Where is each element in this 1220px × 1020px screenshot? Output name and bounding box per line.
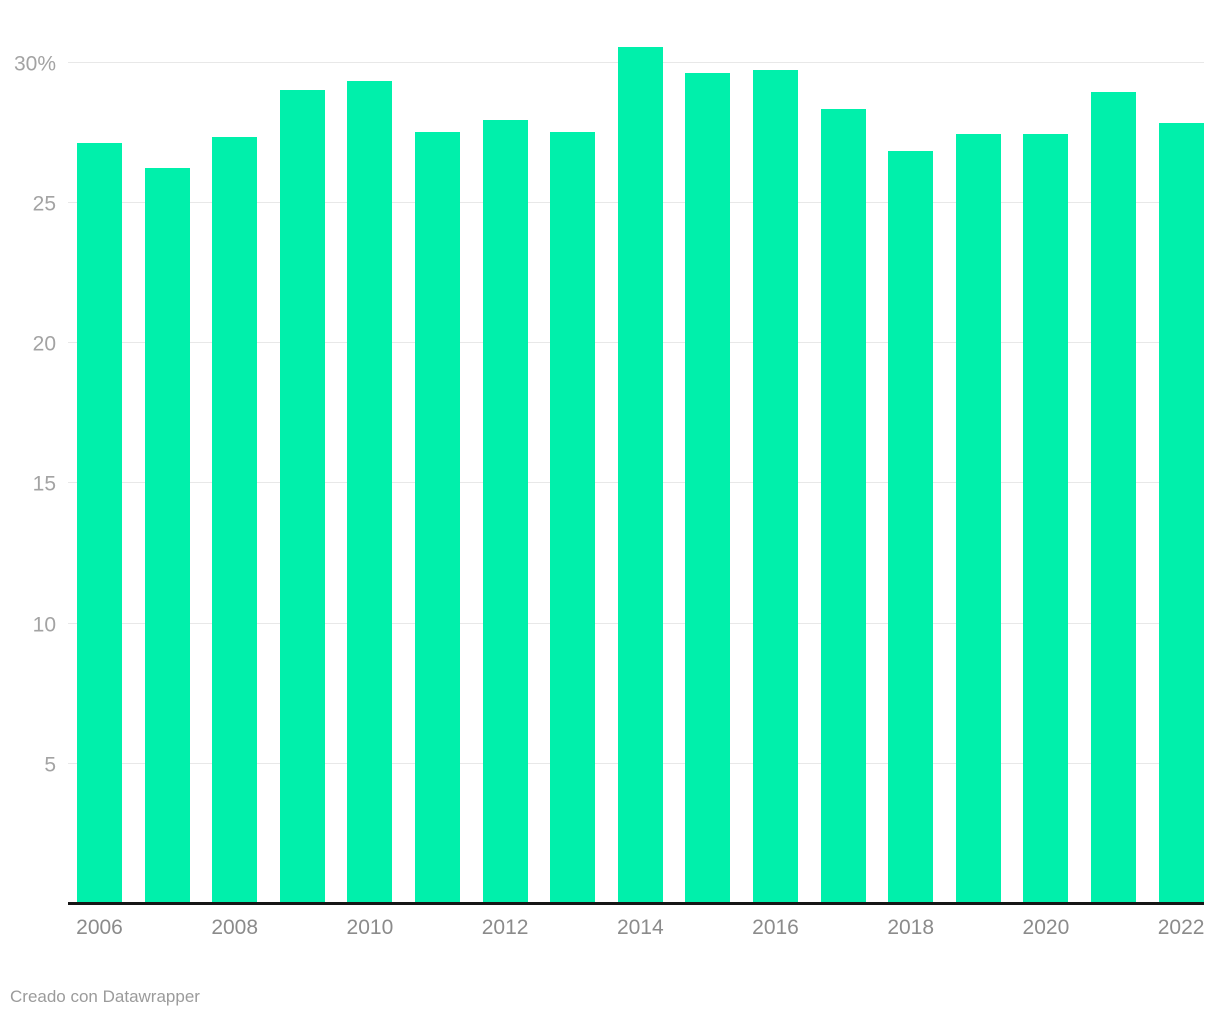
bar-2013	[550, 131, 596, 903]
bar-2006	[77, 142, 122, 903]
plot-area	[68, 47, 1204, 903]
bar-2014	[617, 47, 663, 903]
x-axis-tick-label-2010: 2010	[346, 916, 394, 939]
x-axis-tick-label-2006: 2006	[76, 916, 123, 939]
bar-2019	[955, 134, 1001, 903]
x-axis-tick-label-2014: 2014	[616, 916, 664, 939]
bar-2021	[1091, 92, 1136, 903]
y-axis-tick-label-25: 25	[32, 192, 56, 216]
y-axis-tick-label-10: 10	[32, 613, 56, 636]
x-axis-tick-label-2022: 2022	[1157, 916, 1205, 939]
x-axis-tick-label-2012: 2012	[481, 916, 529, 939]
x-axis-tick-label-2018: 2018	[887, 916, 935, 939]
x-axis-baseline	[68, 902, 1204, 905]
y-axis-tick-label-30: 30%	[13, 52, 56, 75]
y-axis-tick-label-5: 5	[44, 753, 56, 777]
bar-2007	[144, 168, 190, 903]
bar-2015	[685, 72, 731, 903]
bar-2018	[888, 151, 934, 903]
x-axis-tick-label-2008: 2008	[211, 916, 259, 939]
bar-2012	[482, 120, 528, 903]
x-axis-tick-label-2016: 2016	[752, 916, 799, 939]
y-axis-tick-label-15: 15	[32, 472, 56, 496]
bar-2020	[1023, 134, 1069, 903]
bar-2022	[1158, 123, 1204, 903]
y-axis-tick-label-20: 20	[32, 332, 56, 356]
bar-2011	[415, 131, 460, 903]
bar-2016	[753, 69, 798, 903]
x-axis-tick-label-2020: 2020	[1022, 916, 1070, 939]
bar-2017	[820, 109, 866, 903]
bar-2010	[347, 81, 393, 903]
bar-2009	[279, 89, 325, 903]
bar-2008	[212, 137, 258, 903]
datawrapper-credit-link[interactable]: Creado con Datawrapper	[10, 987, 200, 1006]
